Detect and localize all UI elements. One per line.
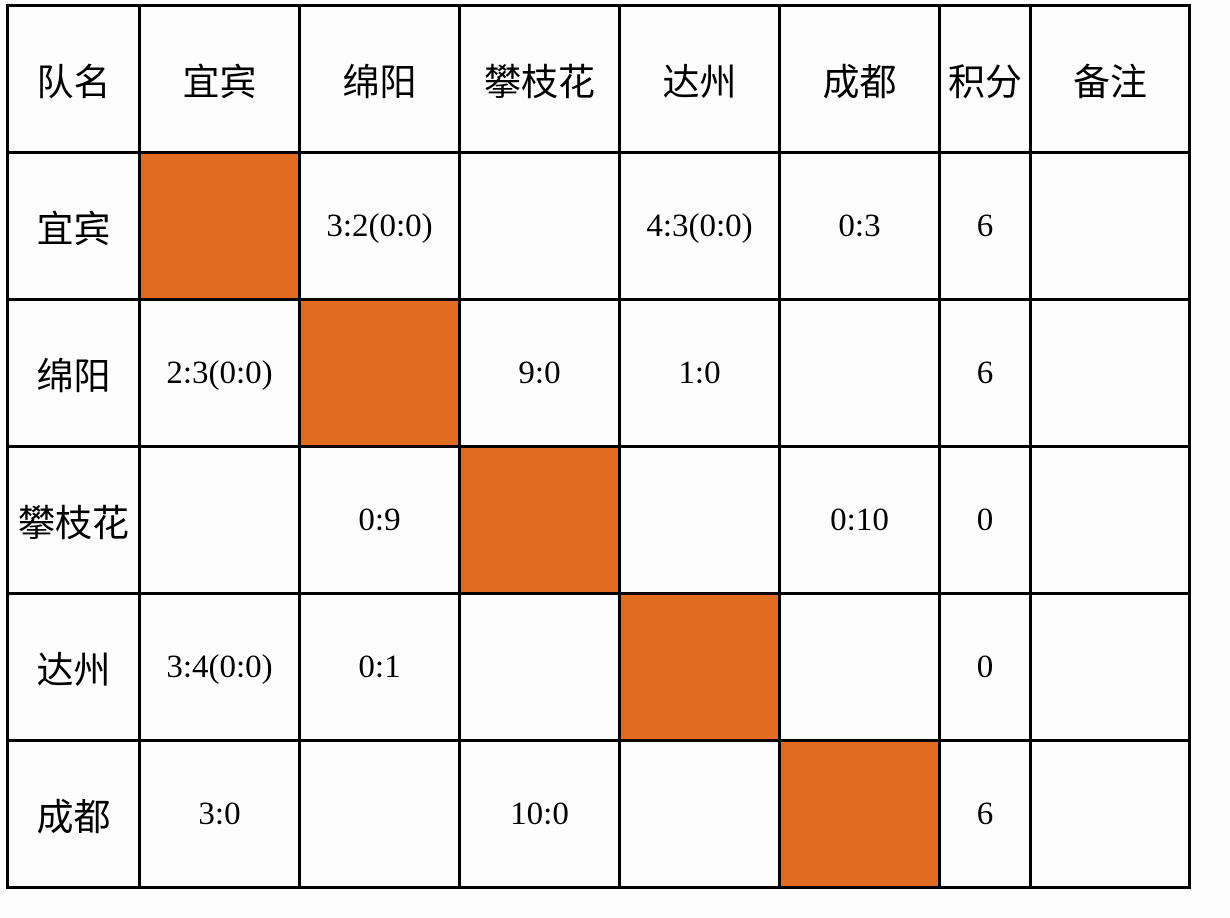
- points-cell: 0: [938, 592, 1032, 742]
- score-cell: 3:4(0:0): [138, 592, 301, 742]
- column-header: 达州: [618, 4, 781, 154]
- diagonal-cell: [298, 298, 461, 448]
- score-cell: [778, 592, 941, 742]
- score-cell: 0:9: [298, 445, 461, 595]
- diagonal-cell: [138, 151, 301, 301]
- table-row: 达州 3:4(0:0) 0:1 0: [6, 592, 1191, 742]
- score-cell: 0:1: [298, 592, 461, 742]
- team-name-cell: 绵阳: [6, 298, 141, 448]
- note-cell: [1029, 298, 1191, 448]
- score-cell: [138, 445, 301, 595]
- score-cell: [458, 151, 621, 301]
- column-header: 绵阳: [298, 4, 461, 154]
- column-header: 成都: [778, 4, 941, 154]
- column-header: 攀枝花: [458, 4, 621, 154]
- table-row: 攀枝花 0:9 0:10 0: [6, 445, 1191, 595]
- points-cell: 6: [938, 298, 1032, 448]
- note-cell: [1029, 592, 1191, 742]
- score-cell: [618, 739, 781, 889]
- table-row: 绵阳 2:3(0:0) 9:0 1:0 6: [6, 298, 1191, 448]
- score-cell: 9:0: [458, 298, 621, 448]
- score-cell: [458, 592, 621, 742]
- table-row: 成都 3:0 10:0 6: [6, 739, 1191, 889]
- score-cell: 0:10: [778, 445, 941, 595]
- header-row: 队名 宜宾 绵阳 攀枝花 达州 成都 积分 备注: [6, 4, 1191, 154]
- team-name-cell: 成都: [6, 739, 141, 889]
- team-name-cell: 攀枝花: [6, 445, 141, 595]
- note-cell: [1029, 151, 1191, 301]
- column-header: 积分: [938, 4, 1032, 154]
- points-cell: 6: [938, 151, 1032, 301]
- points-cell: 0: [938, 445, 1032, 595]
- standings-table: 队名 宜宾 绵阳 攀枝花 达州 成都 积分 备注 宜宾 3:2(0:0) 4:3(0:0) 0:3 6…: [6, 4, 1191, 889]
- score-cell: [298, 739, 461, 889]
- score-cell: 2:3(0:0): [138, 298, 301, 448]
- column-header: 备注: [1029, 4, 1191, 154]
- note-cell: [1029, 445, 1191, 595]
- score-cell: 1:0: [618, 298, 781, 448]
- diagonal-cell: [458, 445, 621, 595]
- score-cell: 4:3(0:0): [618, 151, 781, 301]
- score-cell: 3:0: [138, 739, 301, 889]
- diagonal-cell: [778, 739, 941, 889]
- note-cell: [1029, 739, 1191, 889]
- score-cell: 3:2(0:0): [298, 151, 461, 301]
- points-cell: 6: [938, 739, 1032, 889]
- score-cell: [618, 445, 781, 595]
- score-cell: 0:3: [778, 151, 941, 301]
- table-row: 宜宾 3:2(0:0) 4:3(0:0) 0:3 6: [6, 151, 1191, 301]
- team-name-cell: 达州: [6, 592, 141, 742]
- team-name-cell: 宜宾: [6, 151, 141, 301]
- column-header: 宜宾: [138, 4, 301, 154]
- diagonal-cell: [618, 592, 781, 742]
- score-cell: [778, 298, 941, 448]
- column-header: 队名: [6, 4, 141, 154]
- score-cell: 10:0: [458, 739, 621, 889]
